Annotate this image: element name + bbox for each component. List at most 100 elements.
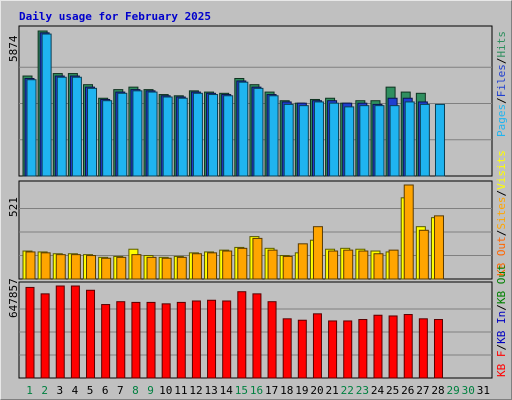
bar-pages-day-1 [26, 79, 37, 177]
bar-kb-f-day-25 [388, 315, 398, 379]
bar-kb-f-day-20 [312, 313, 322, 379]
bar-sites-day-19 [297, 243, 308, 280]
bar-pages-day-26 [404, 101, 415, 177]
x-tick-label-day-30: 30 [462, 384, 475, 397]
bar-kb-f-day-6 [101, 304, 111, 379]
chart-title: Daily usage for February 2025 [19, 10, 211, 23]
bar-kb-f-day-10 [161, 303, 171, 379]
bar-sites-day-17 [267, 249, 278, 280]
bar-sites-day-2 [40, 252, 51, 280]
bar-kb-f-day-24 [373, 314, 383, 379]
bar-sites-day-7 [116, 256, 127, 280]
bar-pages-day-4 [71, 76, 82, 177]
legend-sites: Sites [495, 197, 508, 230]
bar-sites-day-8 [131, 254, 142, 280]
bar-kb-f-day-9 [146, 301, 156, 379]
bar-kb-f-day-13 [207, 299, 217, 379]
bar-pages-day-11 [177, 97, 188, 177]
bar-sites-day-20 [312, 226, 323, 280]
bar-sites-day-22 [343, 249, 354, 280]
bar-sites-day-6 [101, 257, 112, 280]
bar-sites-day-9 [146, 256, 157, 280]
bar-kb-f-day-1 [25, 286, 35, 379]
x-tick-label-day-9: 9 [147, 384, 154, 397]
bar-pages-day-24 [374, 105, 385, 177]
x-tick-label-day-4: 4 [72, 384, 79, 397]
bar-kb-f-day-26 [403, 314, 413, 379]
bar-pages-day-13 [208, 94, 219, 177]
bar-pages-day-15 [238, 81, 249, 177]
x-tick-label-day-14: 14 [220, 384, 234, 397]
legend-files: Files [495, 64, 508, 97]
x-tick-label-day-6: 6 [102, 384, 109, 397]
bar-pages-day-5 [87, 87, 98, 177]
bar-pages-day-22 [344, 106, 355, 177]
x-tick-label-day-17: 17 [265, 384, 278, 397]
bar-sites-day-10 [161, 257, 172, 280]
x-tick-label-day-29: 29 [447, 384, 460, 397]
bar-pages-day-12 [192, 92, 203, 177]
x-tick-label-day-12: 12 [189, 384, 202, 397]
bar-kb-f-day-8 [131, 301, 141, 379]
x-tick-label-day-25: 25 [386, 384, 399, 397]
bar-kb-f-day-27 [418, 318, 428, 379]
bar-kb-f-day-18 [282, 318, 292, 379]
bar-pages-day-19 [298, 105, 309, 177]
x-tick-label-day-22: 22 [341, 384, 354, 397]
x-tick-label-day-5: 5 [87, 384, 94, 397]
bar-sites-day-24 [373, 253, 384, 280]
x-tick-label-day-7: 7 [117, 384, 124, 397]
x-tick-label-day-23: 23 [356, 384, 369, 397]
bar-pages-day-16 [253, 87, 264, 177]
x-tick-label-day-10: 10 [159, 384, 172, 397]
panel-2-legend: KB Out/Sites/Visits [495, 150, 508, 276]
bar-sites-day-26 [403, 184, 414, 280]
bar-sites-day-11 [176, 256, 187, 280]
bar-pages-day-6 [102, 100, 113, 177]
bar-sites-day-14 [222, 250, 233, 280]
bar-sites-day-13 [207, 252, 218, 280]
panel-1-max-label: 5874 [7, 35, 20, 62]
bar-pages-day-23 [359, 105, 370, 177]
panel-1-legend: Pages/Files/Hits [495, 31, 508, 137]
x-tick-label-day-19: 19 [295, 384, 308, 397]
bar-kb-f-day-16 [252, 293, 262, 379]
bar-sites-day-28 [433, 215, 444, 280]
bar-sites-day-25 [388, 249, 399, 280]
bar-pages-day-14 [223, 95, 234, 177]
bar-pages-day-3 [56, 76, 67, 177]
bar-kb-f-day-23 [358, 319, 368, 379]
x-tick-label-day-26: 26 [401, 384, 414, 397]
legend-kb-in: KB In [495, 311, 508, 344]
panel-2-max-label: 521 [7, 197, 20, 217]
x-tick-label-day-1: 1 [26, 384, 33, 397]
x-tick-label-day-13: 13 [204, 384, 217, 397]
bar-kb-f-day-15 [237, 291, 247, 379]
bar-kb-f-day-17 [267, 301, 277, 379]
bar-sites-day-16 [252, 237, 263, 280]
bar-sites-day-18 [282, 255, 293, 280]
bar-kb-f-day-7 [116, 301, 126, 379]
legend-kb-f: KB F [495, 351, 508, 378]
x-tick-label-day-18: 18 [280, 384, 293, 397]
bar-pages-day-7 [117, 92, 128, 177]
x-tick-label-day-16: 16 [250, 384, 263, 397]
bar-kb-f-day-14 [222, 300, 232, 379]
x-tick-label-day-21: 21 [326, 384, 339, 397]
bar-pages-day-28 [434, 103, 445, 177]
bar-kb-f-day-2 [40, 293, 50, 379]
bar-pages-day-10 [162, 96, 173, 177]
bar-pages-day-18 [283, 103, 294, 177]
bar-sites-day-15 [237, 247, 248, 280]
bar-kb-f-day-4 [70, 285, 80, 379]
bar-kb-f-day-12 [191, 300, 201, 379]
x-tick-label-day-11: 11 [174, 384, 187, 397]
x-tick-label-day-24: 24 [371, 384, 385, 397]
x-tick-label-day-28: 28 [431, 384, 444, 397]
x-tick-label-day-3: 3 [57, 384, 64, 397]
bar-pages-day-27 [419, 103, 430, 177]
bar-kb-f-day-21 [328, 320, 338, 379]
bar-sites-day-23 [358, 250, 369, 280]
